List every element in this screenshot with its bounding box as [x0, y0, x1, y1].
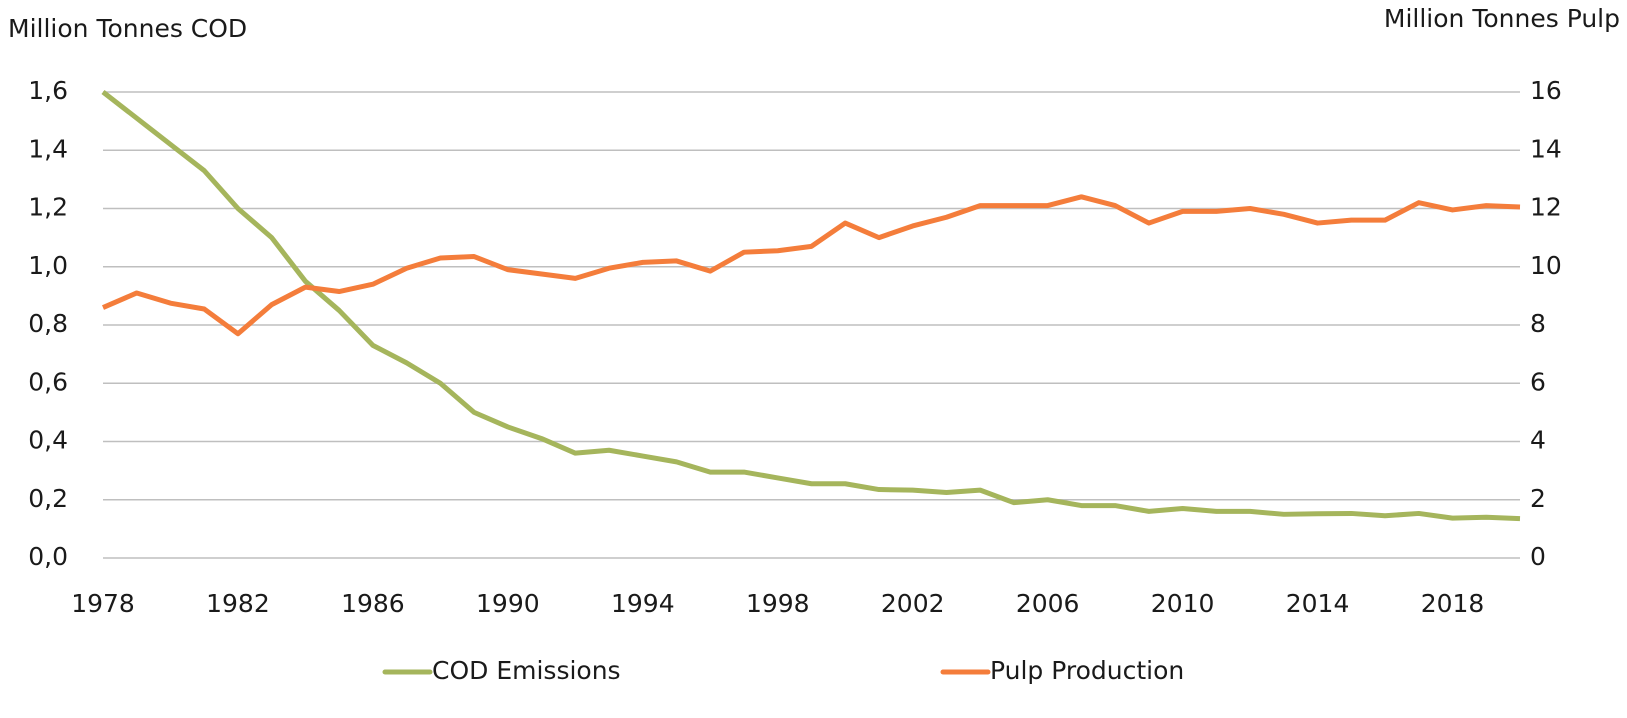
y2-tick-label: 4	[1530, 426, 1546, 455]
y-tick-label: 1,2	[28, 193, 68, 222]
y2-tick-label: 0	[1530, 542, 1546, 571]
legend-label: Pulp Production	[990, 656, 1184, 685]
y2-tick-label: 6	[1530, 367, 1546, 396]
x-tick-label: 1998	[746, 589, 810, 618]
x-tick-label: 2010	[1151, 589, 1215, 618]
x-tick-label: 2002	[881, 589, 945, 618]
y-tick-label: 1,6	[28, 76, 68, 105]
x-tick-label: 1982	[206, 589, 270, 618]
series-line	[101, 90, 1521, 522]
y-tick-label: 0,8	[28, 309, 68, 338]
x-tick-label: 2018	[1421, 589, 1485, 618]
x-tick-label: 2014	[1286, 589, 1350, 618]
y-tick-label: 0,0	[28, 542, 68, 571]
x-tick-label: 1994	[611, 589, 675, 618]
y-tick-label: 0,6	[28, 367, 68, 396]
y-tick-label: 0,2	[28, 484, 68, 513]
y2-tick-label: 8	[1530, 309, 1546, 338]
legend-label: COD Emissions	[432, 656, 621, 685]
x-tick-label: 1978	[71, 589, 135, 618]
series-line	[102, 194, 1521, 337]
y-tick-label: 1,0	[28, 251, 68, 280]
y2-tick-label: 2	[1530, 484, 1546, 513]
x-tick-label: 1990	[476, 589, 540, 618]
y2-tick-label: 14	[1530, 134, 1562, 163]
y-axis-title: Million Tonnes COD	[8, 14, 247, 43]
y-tick-label: 0,4	[28, 426, 68, 455]
y2-tick-label: 10	[1530, 251, 1562, 280]
y-tick-label: 1,4	[28, 134, 68, 163]
x-tick-label: 1986	[341, 589, 405, 618]
y2-tick-label: 16	[1530, 76, 1562, 105]
x-tick-label: 2006	[1016, 589, 1080, 618]
y2-axis-title: Million Tonnes Pulp	[1384, 4, 1620, 33]
y2-tick-label: 12	[1530, 193, 1562, 222]
